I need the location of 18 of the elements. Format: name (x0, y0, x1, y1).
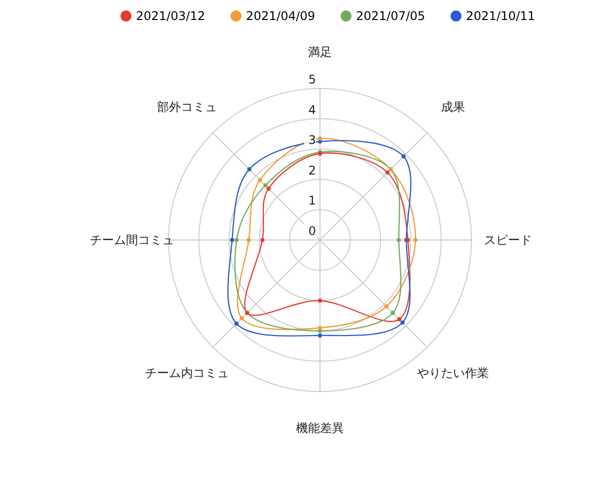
spoke-label: スピード (484, 233, 532, 247)
legend-label: 2021/04/09 (246, 9, 316, 23)
legend-label: 2021/03/12 (136, 9, 206, 23)
y-tick-label: 1 (308, 194, 316, 208)
spoke-label: チーム内コミュ (145, 366, 230, 380)
y-tick-label: 3 (308, 133, 316, 148)
spoke-label: 部外コミュ (157, 100, 218, 114)
y-tick-label: 5 (308, 72, 316, 86)
y-tick-label: 4 (308, 102, 316, 117)
y-tick-label: 2 (308, 163, 316, 178)
y-tick-label: 0 (308, 224, 316, 238)
legend-label: 2021/10/11 (466, 9, 536, 23)
legend-label: 2021/07/05 (356, 9, 426, 23)
spoke-label: 成果 (440, 100, 465, 114)
spoke-label: 満足 (308, 45, 332, 60)
spoke-label: 機能差異 (296, 420, 344, 435)
spoke-label: チーム間コミュ (90, 233, 174, 247)
spoke-label: やりたい作業 (416, 366, 489, 380)
